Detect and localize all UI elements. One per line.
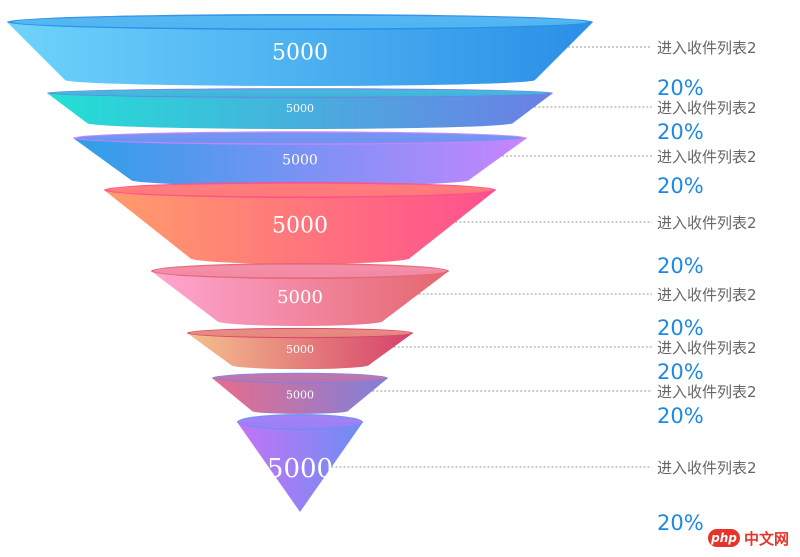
php-logo-icon: php — [708, 529, 740, 547]
segment-value-label: 5000 — [272, 213, 328, 238]
segment-percent-label: 20% — [657, 254, 704, 278]
funnel-segment — [73, 138, 527, 186]
funnel-segment-rim-highlight — [189, 328, 411, 338]
funnel-segment-rim-highlight — [52, 89, 548, 97]
funnel-segment-rim-highlight — [12, 15, 588, 29]
funnel-segment-rim-highlight — [77, 132, 523, 144]
segment-value-label: 5000 — [267, 454, 333, 484]
segment-percent-label: 20% — [657, 511, 704, 535]
segment-value-label: 5000 — [286, 389, 314, 402]
segment-value-label: 5000 — [286, 343, 314, 356]
segment-name-label: 进入收件列表2 — [657, 339, 757, 357]
segment-percent-label: 20% — [657, 316, 704, 340]
segment-name-label: 进入收件列表2 — [657, 383, 757, 401]
funnel-segment-rim-highlight — [107, 183, 493, 197]
funnel-segment-rim-highlight — [238, 415, 362, 429]
segment-name-label: 进入收件列表2 — [657, 286, 757, 304]
watermark: php 中文网 — [708, 527, 789, 549]
segment-percent-label: 20% — [657, 76, 704, 100]
segment-value-label: 5000 — [282, 152, 318, 168]
segment-value-label: 5000 — [277, 287, 323, 308]
segment-value-label: 5000 — [272, 40, 328, 65]
segment-name-label: 进入收件列表2 — [657, 99, 757, 117]
funnel-segment — [7, 22, 593, 86]
segment-percent-label: 20% — [657, 360, 704, 384]
segment-name-label: 进入收件列表2 — [657, 148, 757, 166]
funnel-segment — [212, 378, 388, 414]
segment-name-label: 进入收件列表2 — [657, 459, 757, 477]
funnel-segment — [47, 93, 553, 129]
funnel-segment — [237, 422, 363, 512]
watermark-text: 中文网 — [744, 529, 790, 548]
segment-value-label: 5000 — [286, 102, 314, 115]
funnel-segment — [187, 333, 413, 370]
segment-name-label: 进入收件列表2 — [657, 39, 757, 57]
segment-percent-label: 20% — [657, 120, 704, 144]
funnel-segment-rim-highlight — [213, 373, 387, 383]
segment-percent-label: 20% — [657, 404, 704, 428]
segment-percent-label: 20% — [657, 174, 704, 198]
funnel-segment — [104, 190, 496, 264]
segment-name-label: 进入收件列表2 — [657, 214, 757, 232]
funnel-segment — [151, 271, 449, 326]
funnel-segment-rim-highlight — [153, 264, 447, 278]
